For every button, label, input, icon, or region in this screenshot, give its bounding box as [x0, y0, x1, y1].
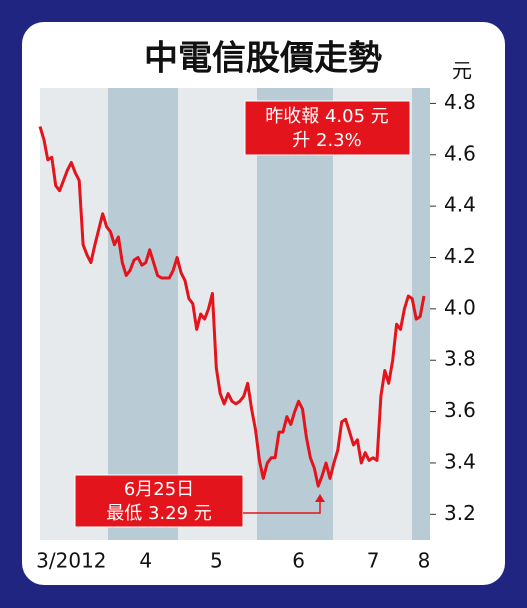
- x-tick-label: 8: [418, 549, 431, 573]
- annotation-text: 最低 3.29 元: [106, 503, 212, 524]
- y-tick-label: 3.6: [444, 398, 476, 422]
- annotation-arrowhead: [315, 494, 325, 502]
- x-tick-label: 4: [139, 549, 152, 573]
- plot: 3.2 3.4 3.6 3.8 4.0 4.2 4.4 4.6 4.8 3/2012 4 5 6 7 8: [36, 90, 476, 573]
- x-tick-label: 7: [367, 549, 380, 573]
- annotation-arrow: [243, 500, 321, 514]
- annotation-text: 升 2.3%: [292, 130, 361, 151]
- y-tick-label: 4.2: [444, 244, 476, 268]
- x-tick-label: 5: [210, 549, 223, 573]
- annotation-text: 昨收報 4.05 元: [265, 106, 389, 127]
- annotation-box: [244, 100, 411, 156]
- y-tick-label: 3.2: [444, 501, 476, 525]
- y-tick-label: 4.8: [444, 90, 476, 114]
- month-band: [257, 88, 333, 540]
- y-tick-label: 4.6: [444, 141, 476, 165]
- y-axis-unit: 元: [452, 59, 472, 83]
- month-band: [108, 88, 178, 540]
- y-tick-label: 3.8: [444, 347, 476, 371]
- x-tick-label: 6: [292, 549, 305, 573]
- chart-title: 中電信股價走勢: [144, 39, 382, 79]
- annotation-text: 6月25日: [124, 479, 194, 500]
- x-tick-label: 3/2012: [36, 549, 106, 573]
- annotation-box: [74, 474, 244, 528]
- y-tick-label: 3.4: [444, 449, 476, 473]
- y-tick-label: 4.0: [444, 295, 476, 319]
- y-tick-label: 4.4: [444, 193, 476, 217]
- plot-background: [40, 88, 430, 540]
- price-line: [38, 126, 426, 488]
